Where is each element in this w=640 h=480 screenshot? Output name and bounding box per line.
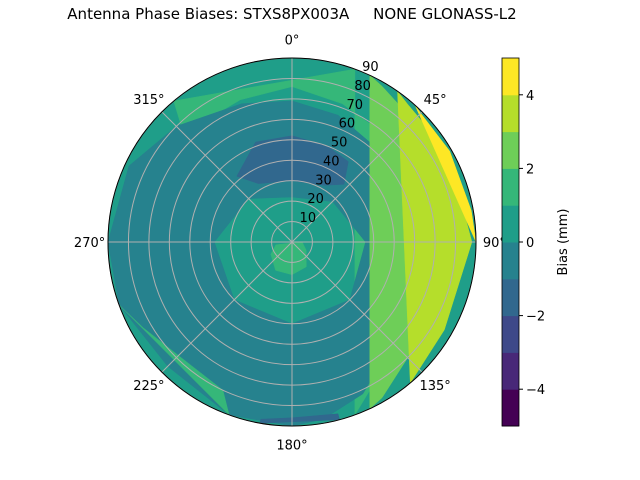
theta-tick-label: 135° (419, 379, 450, 394)
colorbar-band (502, 315, 519, 353)
r-tick-label: 50 (331, 136, 348, 151)
theta-gridline (161, 111, 293, 243)
theta-tick-label: 90° (483, 236, 506, 251)
theta-tick-label: 270° (74, 236, 105, 251)
colorbar-band (502, 278, 519, 317)
colorbar-tick-label: −4 (526, 383, 545, 398)
colorbar-label: Bias (mm) (556, 209, 571, 276)
theta-tick-label: 315° (133, 93, 164, 108)
r-tick-label: 40 (323, 154, 340, 169)
colorbar-band (502, 389, 519, 427)
colorbar-band (502, 205, 519, 243)
r-tick-label: 10 (300, 211, 317, 226)
colorbar: −4 −2 0 2 4 Bias (mm) (501, 57, 571, 427)
theta-gridline (291, 111, 423, 243)
colorbar-band (502, 94, 519, 133)
polar-frame (107, 57, 477, 427)
colorbar-band (502, 352, 519, 390)
r-tick-label: 20 (307, 192, 324, 207)
colorbar-band (502, 58, 519, 96)
theta-tick-label: 0° (285, 34, 300, 49)
chart-title: Antenna Phase Biases: STXS8PX003A NONE G… (67, 5, 517, 23)
colorbar-tick-label: 2 (526, 162, 534, 177)
colorbar-tick-label: 0 (526, 236, 534, 251)
r-tick-label: 80 (354, 79, 371, 94)
theta-tick-label: 225° (133, 379, 164, 394)
theta-gridline (161, 241, 293, 373)
r-tick-label: 30 (315, 173, 332, 188)
colorbar-tick-label: −2 (526, 310, 545, 325)
theta-tick-label: 180° (276, 438, 307, 453)
contour-region-9 (259, 413, 340, 424)
colorbar-band (502, 131, 519, 169)
colorbar-band (502, 242, 519, 280)
axis-labels: 0° 45° 90° 135° 180° 225° 270° 315° 10 20 30 40 50 60… (74, 34, 506, 454)
polar-grid (107, 57, 477, 427)
theta-gridline (291, 241, 423, 373)
r-tick-label: 70 (346, 98, 363, 113)
r-tick-label: 60 (339, 117, 356, 132)
theta-tick-label: 45° (424, 93, 447, 108)
colorbar-tick-label: 4 (526, 89, 534, 104)
r-tick-label: 90 (362, 60, 379, 75)
colorbar-band (502, 168, 519, 206)
